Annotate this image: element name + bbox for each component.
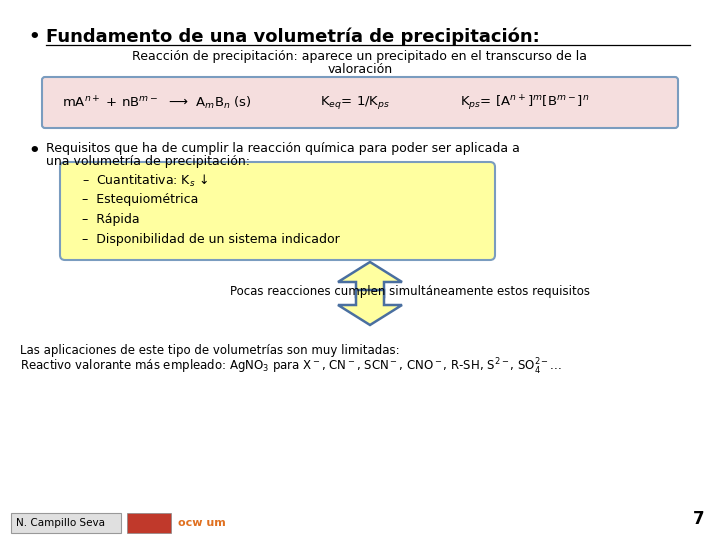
Text: N. Campillo Seva: N. Campillo Seva [16,518,105,528]
FancyBboxPatch shape [42,77,678,128]
Text: –  Disponibilidad de un sistema indicador: – Disponibilidad de un sistema indicador [82,233,340,246]
Text: ocw um: ocw um [178,518,226,528]
Text: Pocas reacciones cumplen simultáneamente estos requisitos: Pocas reacciones cumplen simultáneamente… [230,286,590,299]
Text: Requisitos que ha de cumplir la reacción química para poder ser aplicada a: Requisitos que ha de cumplir la reacción… [46,142,520,155]
Text: –  Cuantitativa: K$_s$ ↓: – Cuantitativa: K$_s$ ↓ [82,173,208,189]
Text: Reacción de precipitación: aparece un precipitado en el transcurso de la: Reacción de precipitación: aparece un pr… [132,50,588,63]
Polygon shape [338,290,402,325]
Text: valoración: valoración [328,63,392,76]
FancyBboxPatch shape [60,162,495,260]
Text: –  Estequiométrica: – Estequiométrica [82,193,199,206]
Text: –  Rápida: – Rápida [82,213,140,226]
Text: •: • [28,142,40,160]
FancyBboxPatch shape [127,513,171,533]
Text: •: • [28,28,40,46]
Text: Reactivo valorante más empleado: AgNO$_3$ para X$^-$, CN$^-$, SCN$^-$, CNO$^-$, : Reactivo valorante más empleado: AgNO$_3… [20,357,562,377]
Text: Las aplicaciones de este tipo de volumetrías son muy limitadas:: Las aplicaciones de este tipo de volumet… [20,344,400,357]
Text: una volumetría de precipitación:: una volumetría de precipitación: [46,155,250,168]
Text: K$_{eq}$= 1/K$_{ps}$: K$_{eq}$= 1/K$_{ps}$ [320,94,390,111]
Text: 7: 7 [693,510,705,528]
Text: mA$^{n+}$ + nB$^{m-}$  ⟶  A$_m$B$_n$ (s): mA$^{n+}$ + nB$^{m-}$ ⟶ A$_m$B$_n$ (s) [62,94,252,112]
Text: K$_{ps}$= [A$^{n+}$]$^m$[B$^{m-}$]$^n$: K$_{ps}$= [A$^{n+}$]$^m$[B$^{m-}$]$^n$ [460,93,590,113]
Polygon shape [338,262,402,297]
Text: Fundamento de una volumetría de precipitación:: Fundamento de una volumetría de precipit… [46,28,540,46]
FancyBboxPatch shape [11,513,121,533]
